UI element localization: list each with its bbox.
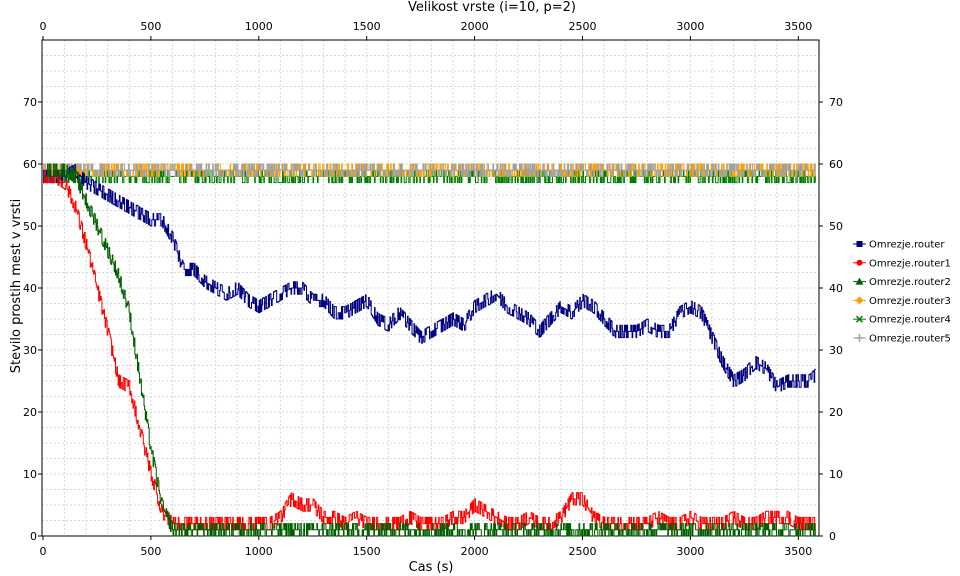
- legend-marker-1: [856, 259, 863, 266]
- series-lines: [43, 163, 816, 537]
- x-tick-label-top: 3000: [676, 20, 704, 33]
- y-tick-label-right: 60: [829, 158, 843, 171]
- y-tick-label: 70: [23, 96, 37, 109]
- x-tick-label-top: 500: [140, 20, 161, 33]
- y-tick-label-right: 10: [829, 468, 843, 481]
- legend-marker-5: [855, 334, 864, 342]
- x-tick-label: 500: [140, 545, 161, 558]
- y-tick-label-right: 30: [829, 344, 843, 357]
- x-tick-label-top: 3500: [784, 20, 812, 33]
- legend-marker-2: [855, 277, 864, 285]
- legend-label-5: Omrezje.router5: [869, 334, 951, 345]
- legend-label-3: Omrezje.router3: [869, 296, 951, 307]
- y-tick-label-right: 70: [829, 96, 843, 109]
- legend-marker-0: [856, 241, 863, 247]
- x-tick-label: 1000: [245, 545, 273, 558]
- y-axis-label: Stevilo prostih mest v vrsti: [9, 199, 24, 373]
- y-tick-label: 20: [23, 406, 37, 419]
- x-tick-label: 2500: [569, 545, 597, 558]
- grid: [42, 40, 819, 536]
- y-tick-label-right: 40: [829, 282, 843, 295]
- y-tick-label: 60: [23, 158, 37, 171]
- chart-title: Velikost vrste (i=10, p=2): [408, 0, 576, 15]
- x-tick-label: 3000: [676, 545, 704, 558]
- series-line-0: [43, 163, 816, 392]
- legend-label-0: Omrezje.router: [869, 240, 945, 251]
- series-line-5: [43, 163, 816, 177]
- ticks: 0050050010001000150015002000200025002500…: [23, 20, 843, 558]
- legend-marker-4: [855, 315, 864, 323]
- series-line-1: [43, 169, 816, 531]
- x-tick-label-top: 1000: [245, 20, 273, 33]
- y-tick-label-right: 20: [829, 406, 843, 419]
- legend-label-4: Omrezje.router4: [869, 315, 951, 326]
- x-tick-label: 0: [40, 545, 47, 558]
- y-tick-label: 0: [30, 530, 37, 543]
- y-tick-label-right: 50: [829, 220, 843, 233]
- y-tick-label: 30: [23, 344, 37, 357]
- x-tick-label-top: 2500: [569, 20, 597, 33]
- y-tick-label-right: 0: [829, 530, 836, 543]
- x-axis-label: Cas (s): [409, 560, 454, 575]
- x-tick-label-top: 0: [40, 20, 47, 33]
- legend-label-2: Omrezje.router2: [869, 277, 951, 288]
- x-tick-label: 2000: [461, 545, 489, 558]
- y-tick-label: 40: [23, 282, 37, 295]
- legend: Omrezje.router Omrezje.router1 Omrezje.rou…: [853, 240, 951, 345]
- y-tick-label: 50: [23, 220, 37, 233]
- legend-label-1: Omrezje.router1: [869, 258, 951, 269]
- legend-marker-3: [855, 296, 864, 305]
- x-tick-label: 3500: [784, 545, 812, 558]
- x-tick-label-top: 1500: [353, 20, 381, 33]
- x-tick-label: 1500: [353, 545, 381, 558]
- x-tick-label-top: 2000: [461, 20, 489, 33]
- series-line-2: [43, 163, 816, 537]
- y-tick-label: 10: [23, 468, 37, 481]
